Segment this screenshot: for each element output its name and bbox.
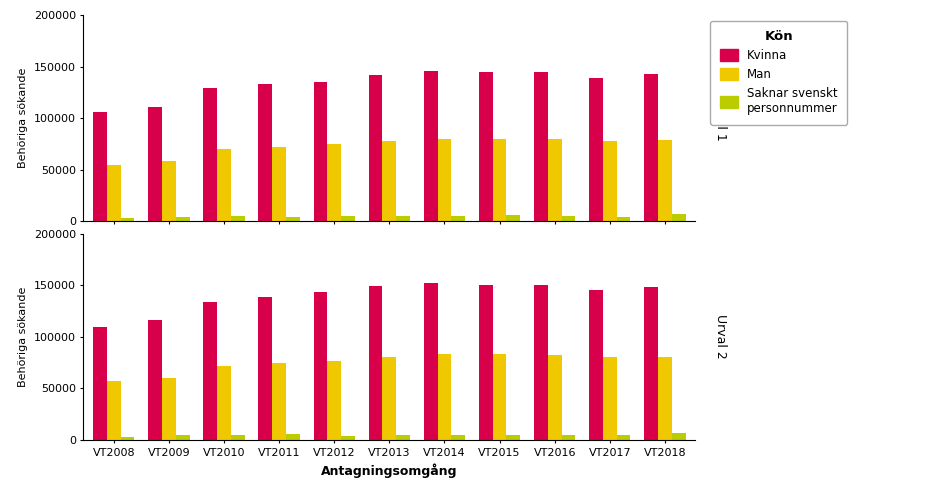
Bar	[590, 290, 603, 440]
Bar	[121, 437, 134, 440]
Bar	[603, 358, 616, 440]
Bar	[176, 435, 189, 440]
Bar	[672, 214, 686, 222]
Bar	[451, 435, 465, 440]
Bar	[396, 216, 410, 222]
Bar	[231, 216, 245, 222]
Bar	[286, 434, 299, 440]
Bar	[148, 320, 162, 440]
Bar	[548, 356, 562, 440]
Bar	[286, 217, 299, 222]
Bar	[548, 139, 562, 222]
Bar	[107, 164, 121, 222]
Bar	[93, 326, 107, 440]
Bar	[369, 75, 383, 222]
Bar	[506, 435, 520, 440]
Bar	[479, 286, 492, 440]
Bar	[492, 354, 506, 440]
Bar	[107, 381, 121, 440]
Bar	[506, 215, 520, 222]
Bar	[438, 354, 451, 440]
Bar	[313, 82, 327, 222]
Bar	[562, 216, 576, 222]
Bar	[148, 107, 162, 222]
Bar	[451, 216, 465, 222]
Bar	[341, 436, 355, 440]
Bar	[121, 218, 134, 222]
Bar	[203, 88, 217, 222]
Bar	[259, 84, 273, 222]
Bar	[231, 435, 245, 440]
Bar	[327, 144, 341, 222]
Bar	[658, 358, 672, 440]
Bar	[383, 141, 396, 222]
Bar	[534, 286, 548, 440]
Bar	[217, 149, 231, 222]
Bar	[492, 139, 506, 222]
Bar	[327, 360, 341, 440]
Bar	[590, 78, 603, 222]
Bar	[424, 283, 438, 440]
Bar	[479, 72, 492, 222]
Bar	[672, 433, 686, 440]
Y-axis label: Behöriga sökande: Behöriga sökande	[19, 68, 28, 168]
Text: Urval 1: Urval 1	[714, 96, 727, 140]
Bar	[369, 286, 383, 440]
Bar	[162, 378, 176, 440]
Bar	[644, 74, 658, 222]
Bar	[396, 435, 410, 440]
Bar	[259, 296, 273, 440]
Bar	[562, 435, 576, 440]
Bar	[438, 139, 451, 222]
Legend: Kvinna, Man, Saknar svenskt
personnummer: Kvinna, Man, Saknar svenskt personnummer	[710, 21, 847, 124]
Bar	[176, 217, 189, 222]
Bar	[203, 302, 217, 440]
Bar	[341, 216, 355, 222]
Text: Urval 2: Urval 2	[714, 314, 727, 359]
Bar	[93, 112, 107, 222]
Bar	[534, 72, 548, 222]
Bar	[162, 162, 176, 222]
Bar	[658, 140, 672, 222]
Y-axis label: Behöriga sökande: Behöriga sökande	[19, 286, 28, 387]
Bar	[273, 147, 286, 222]
Bar	[383, 358, 396, 440]
Bar	[616, 435, 630, 440]
X-axis label: Antagningsomgång: Antagningsomgång	[321, 463, 458, 478]
Bar	[644, 288, 658, 440]
Bar	[424, 70, 438, 222]
Bar	[616, 217, 630, 222]
Bar	[603, 141, 616, 222]
Bar	[217, 366, 231, 440]
Bar	[273, 362, 286, 440]
Bar	[313, 292, 327, 440]
